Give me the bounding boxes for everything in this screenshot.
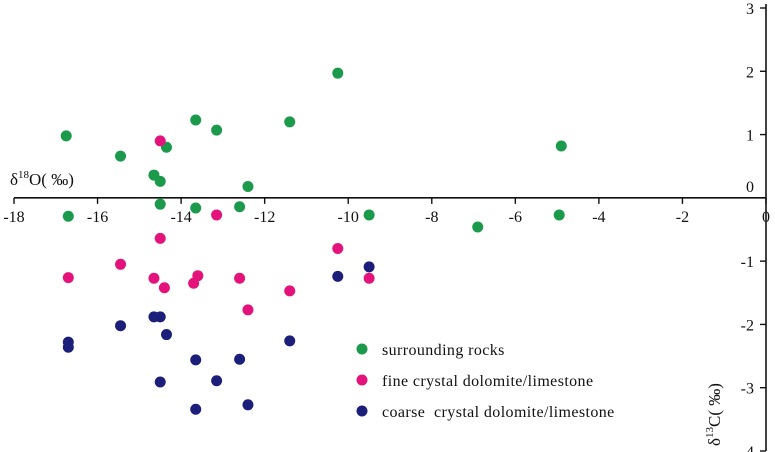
- data-point: [154, 232, 166, 244]
- y-tick-label: 0: [746, 179, 754, 196]
- data-point: [332, 67, 344, 79]
- data-point: [363, 261, 375, 273]
- legend-marker: [356, 405, 368, 417]
- data-point: [332, 270, 344, 282]
- x-tick-label: 0: [762, 209, 770, 226]
- data-point: [234, 353, 246, 365]
- data-point: [62, 341, 74, 353]
- data-point: [363, 209, 375, 221]
- data-point: [211, 209, 223, 221]
- y-axis-title-base: δ: [705, 438, 724, 446]
- x-tick-label: -4: [592, 209, 605, 226]
- data-point: [154, 198, 166, 210]
- y-axis-title: δ13C( ‰): [704, 383, 724, 446]
- data-point: [242, 304, 254, 316]
- data-point: [472, 221, 484, 233]
- legend-marker: [356, 374, 368, 386]
- data-point: [158, 282, 170, 294]
- legend-item-coarse-crystal: coarse crystal dolomite/limestone: [356, 404, 615, 421]
- legend-item-surrounding-rocks: surrounding rocks: [356, 342, 505, 359]
- data-point: [332, 242, 344, 254]
- y-axis-title-rest: C( ‰): [705, 383, 724, 427]
- legend-label: surrounding rocks: [382, 342, 505, 359]
- data-point: [62, 272, 74, 284]
- x-tick-label: -10: [338, 209, 359, 226]
- y-tick-label: 2: [746, 64, 754, 81]
- data-point: [190, 403, 202, 415]
- data-point: [363, 272, 375, 284]
- data-point: [154, 376, 166, 388]
- legend-item-fine-crystal: fine crystal dolomite/limestone: [356, 373, 593, 390]
- legend-label: fine crystal dolomite/limestone: [382, 373, 593, 390]
- y-tick-label: -1: [741, 254, 754, 271]
- data-point: [60, 130, 72, 142]
- y-tick-label: -4: [741, 444, 754, 452]
- data-point: [115, 320, 127, 332]
- x-tick-label: -16: [87, 209, 108, 226]
- data-point: [553, 209, 565, 221]
- data-point: [242, 399, 254, 411]
- data-point: [211, 375, 223, 387]
- axes: [14, 4, 767, 451]
- x-axis-title-sup: 18: [18, 169, 30, 181]
- data-point: [555, 140, 567, 152]
- y-axis-title-group: δ13C( ‰): [704, 383, 724, 446]
- data-points: [60, 67, 567, 415]
- data-point: [190, 114, 202, 126]
- legend: surrounding rocks fine crystal dolomite/…: [356, 342, 615, 421]
- x-tick-label: -14: [170, 209, 191, 226]
- data-point: [62, 210, 74, 222]
- x-tick-label: -18: [3, 209, 24, 226]
- x-tick-label: -8: [425, 209, 438, 226]
- data-point: [190, 354, 202, 366]
- data-point: [284, 116, 296, 128]
- x-tick-label: -2: [676, 209, 689, 226]
- data-point: [188, 277, 200, 289]
- data-point: [284, 335, 296, 347]
- data-point: [115, 258, 127, 270]
- y-tick-label: 3: [746, 1, 754, 18]
- data-point: [160, 329, 172, 341]
- data-point: [190, 202, 202, 214]
- data-point: [154, 311, 166, 323]
- legend-label: coarse crystal dolomite/limestone: [382, 404, 615, 421]
- legend-marker: [356, 343, 368, 355]
- data-point: [242, 180, 254, 192]
- y-tick-label: -3: [741, 381, 754, 398]
- data-point: [154, 135, 166, 147]
- y-tick-label: 1: [746, 128, 754, 145]
- data-point: [234, 272, 246, 284]
- x-axis-title-rest: O( ‰): [29, 170, 74, 189]
- axis-ticks: -18 -16 -14 -12 -10 -8 -6 -4 -2 0 3 2 1 0 -1 -2 -3 -4: [3, 1, 770, 452]
- data-point: [148, 272, 160, 284]
- data-point: [211, 124, 223, 136]
- y-axis-title-sup: 13: [704, 426, 716, 438]
- x-tick-label: -6: [509, 209, 522, 226]
- x-axis-title: δ18O( ‰): [10, 169, 74, 189]
- data-point: [284, 285, 296, 297]
- data-point: [234, 201, 246, 213]
- data-point: [154, 175, 166, 187]
- data-point: [115, 150, 127, 162]
- x-axis-title-base: δ: [10, 170, 18, 189]
- x-tick-label: -12: [254, 209, 275, 226]
- y-tick-label: -2: [741, 317, 754, 334]
